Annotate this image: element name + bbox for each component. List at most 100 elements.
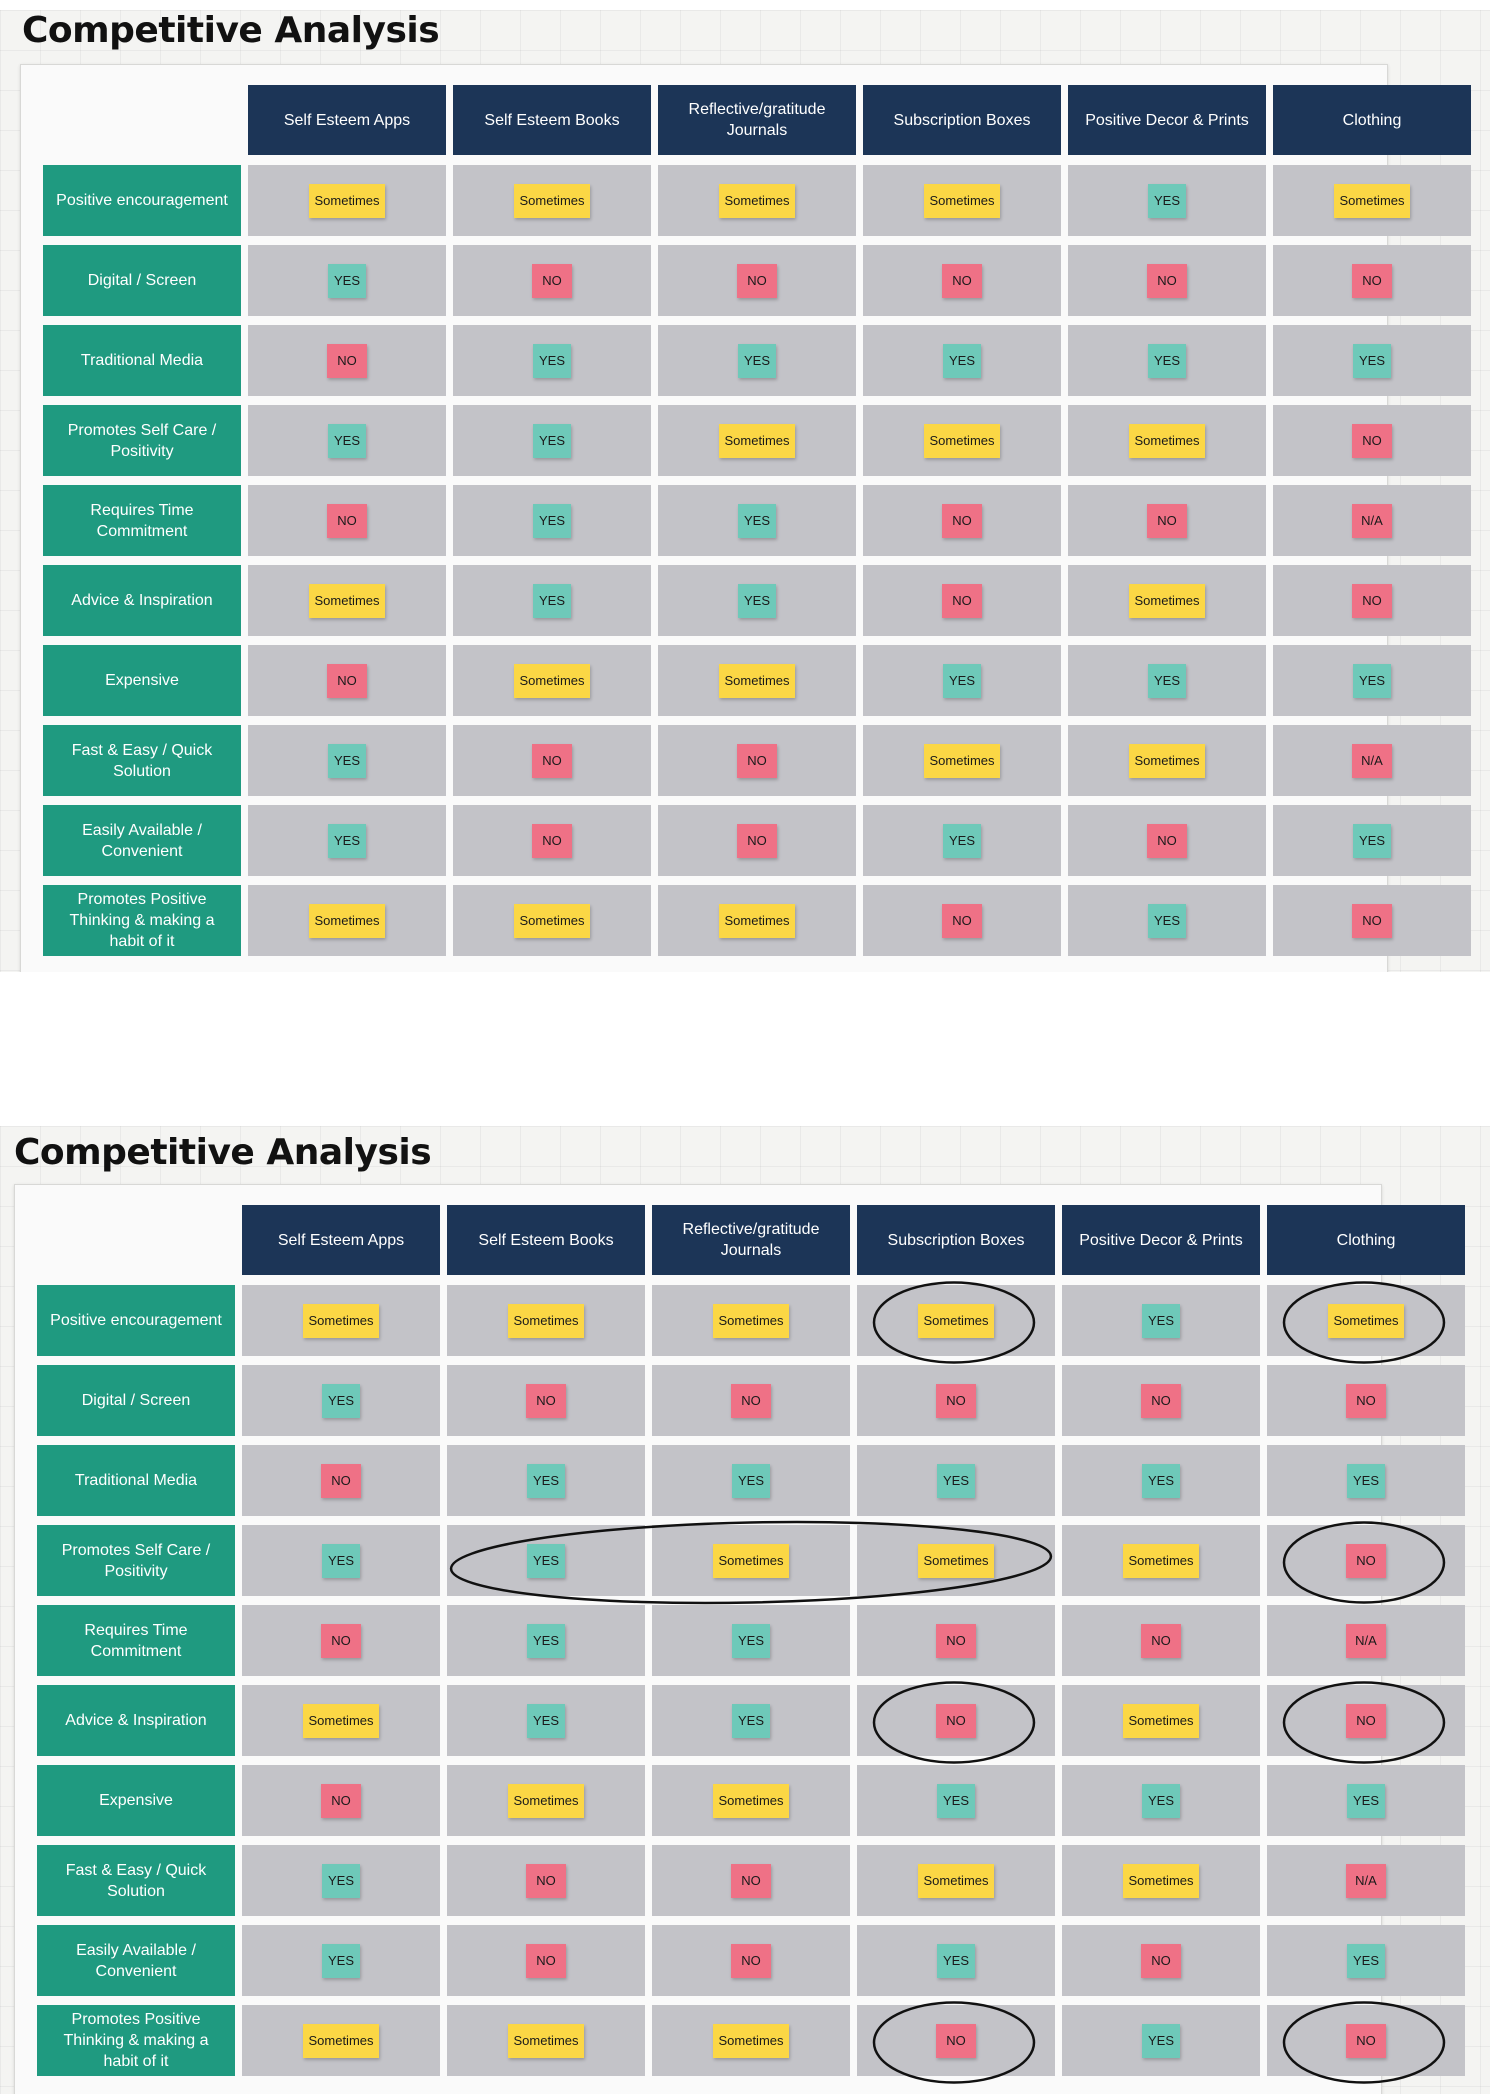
sticky-note-no[interactable]: NO — [321, 1463, 361, 1498]
sticky-note-sometimes[interactable]: Sometimes — [719, 183, 795, 218]
sticky-note-yes[interactable]: YES — [533, 503, 571, 538]
sticky-note-no[interactable]: NO — [936, 1623, 976, 1658]
sticky-note-yes[interactable]: YES — [322, 1383, 360, 1418]
sticky-note-sometimes[interactable]: Sometimes — [1129, 743, 1205, 778]
sticky-note-no[interactable]: NO — [936, 1703, 976, 1738]
sticky-note-sometimes[interactable]: Sometimes — [508, 1783, 584, 1818]
sticky-note-no[interactable]: NO — [526, 1943, 566, 1978]
sticky-note-yes[interactable]: YES — [527, 1623, 565, 1658]
sticky-note-na[interactable]: N/A — [1352, 743, 1392, 778]
sticky-note-yes[interactable]: YES — [527, 1703, 565, 1738]
sticky-note-sometimes[interactable]: Sometimes — [924, 183, 1000, 218]
sticky-note-no[interactable]: NO — [936, 1383, 976, 1418]
sticky-note-no[interactable]: NO — [942, 583, 982, 618]
sticky-note-no[interactable]: NO — [942, 503, 982, 538]
sticky-note-yes[interactable]: YES — [1142, 1463, 1180, 1498]
sticky-note-no[interactable]: NO — [737, 823, 777, 858]
sticky-note-yes[interactable]: YES — [1148, 183, 1186, 218]
sticky-note-no[interactable]: NO — [327, 503, 367, 538]
sticky-note-no[interactable]: NO — [737, 743, 777, 778]
sticky-note-sometimes[interactable]: Sometimes — [924, 423, 1000, 458]
sticky-note-yes[interactable]: YES — [533, 583, 571, 618]
sticky-note-no[interactable]: NO — [1147, 263, 1187, 298]
sticky-note-no[interactable]: NO — [321, 1783, 361, 1818]
sticky-note-yes[interactable]: YES — [1148, 663, 1186, 698]
sticky-note-no[interactable]: NO — [731, 1863, 771, 1898]
sticky-note-na[interactable]: N/A — [1346, 1623, 1386, 1658]
sticky-note-no[interactable]: NO — [321, 1623, 361, 1658]
sticky-note-yes[interactable]: YES — [732, 1703, 770, 1738]
sticky-note-sometimes[interactable]: Sometimes — [924, 743, 1000, 778]
sticky-note-yes[interactable]: YES — [328, 823, 366, 858]
sticky-note-yes[interactable]: YES — [527, 1463, 565, 1498]
sticky-note-yes[interactable]: YES — [937, 1943, 975, 1978]
sticky-note-na[interactable]: N/A — [1346, 1863, 1386, 1898]
sticky-note-sometimes[interactable]: Sometimes — [309, 903, 385, 938]
sticky-note-no[interactable]: NO — [1147, 823, 1187, 858]
sticky-note-sometimes[interactable]: Sometimes — [719, 423, 795, 458]
sticky-note-no[interactable]: NO — [526, 1863, 566, 1898]
sticky-note-no[interactable]: NO — [1352, 583, 1392, 618]
sticky-note-no[interactable]: NO — [1346, 1383, 1386, 1418]
sticky-note-sometimes[interactable]: Sometimes — [713, 1303, 789, 1338]
sticky-note-yes[interactable]: YES — [527, 1543, 565, 1578]
sticky-note-sometimes[interactable]: Sometimes — [713, 1543, 789, 1578]
sticky-note-yes[interactable]: YES — [732, 1623, 770, 1658]
sticky-note-sometimes[interactable]: Sometimes — [719, 663, 795, 698]
sticky-note-yes[interactable]: YES — [1347, 1783, 1385, 1818]
sticky-note-yes[interactable]: YES — [1353, 343, 1391, 378]
sticky-note-yes[interactable]: YES — [738, 503, 776, 538]
sticky-note-no[interactable]: NO — [1352, 423, 1392, 458]
sticky-note-no[interactable]: NO — [1352, 903, 1392, 938]
sticky-note-yes[interactable]: YES — [1353, 823, 1391, 858]
sticky-note-yes[interactable]: YES — [943, 663, 981, 698]
sticky-note-no[interactable]: NO — [532, 263, 572, 298]
sticky-note-sometimes[interactable]: Sometimes — [713, 2023, 789, 2058]
sticky-note-sometimes[interactable]: Sometimes — [918, 1863, 994, 1898]
sticky-note-yes[interactable]: YES — [328, 263, 366, 298]
sticky-note-sometimes[interactable]: Sometimes — [1328, 1303, 1404, 1338]
sticky-note-yes[interactable]: YES — [732, 1463, 770, 1498]
sticky-note-no[interactable]: NO — [1147, 503, 1187, 538]
sticky-note-yes[interactable]: YES — [328, 743, 366, 778]
sticky-note-yes[interactable]: YES — [1347, 1943, 1385, 1978]
sticky-note-sometimes[interactable]: Sometimes — [918, 1303, 994, 1338]
sticky-note-sometimes[interactable]: Sometimes — [303, 1303, 379, 1338]
sticky-note-yes[interactable]: YES — [943, 343, 981, 378]
sticky-note-yes[interactable]: YES — [1347, 1463, 1385, 1498]
sticky-note-sometimes[interactable]: Sometimes — [309, 183, 385, 218]
sticky-note-sometimes[interactable]: Sometimes — [1123, 1543, 1199, 1578]
sticky-note-sometimes[interactable]: Sometimes — [309, 583, 385, 618]
sticky-note-na[interactable]: N/A — [1352, 503, 1392, 538]
sticky-note-no[interactable]: NO — [942, 903, 982, 938]
sticky-note-yes[interactable]: YES — [1148, 343, 1186, 378]
sticky-note-no[interactable]: NO — [936, 2023, 976, 2058]
sticky-note-no[interactable]: NO — [1141, 1623, 1181, 1658]
sticky-note-yes[interactable]: YES — [937, 1463, 975, 1498]
sticky-note-yes[interactable]: YES — [1142, 2023, 1180, 2058]
sticky-note-sometimes[interactable]: Sometimes — [1129, 423, 1205, 458]
sticky-note-no[interactable]: NO — [327, 343, 367, 378]
sticky-note-yes[interactable]: YES — [943, 823, 981, 858]
sticky-note-yes[interactable]: YES — [1148, 903, 1186, 938]
sticky-note-sometimes[interactable]: Sometimes — [713, 1783, 789, 1818]
sticky-note-yes[interactable]: YES — [533, 343, 571, 378]
sticky-note-no[interactable]: NO — [526, 1383, 566, 1418]
sticky-note-yes[interactable]: YES — [1353, 663, 1391, 698]
sticky-note-yes[interactable]: YES — [322, 1543, 360, 1578]
sticky-note-yes[interactable]: YES — [1142, 1783, 1180, 1818]
sticky-note-sometimes[interactable]: Sometimes — [719, 903, 795, 938]
sticky-note-sometimes[interactable]: Sometimes — [508, 2023, 584, 2058]
sticky-note-sometimes[interactable]: Sometimes — [303, 2023, 379, 2058]
sticky-note-sometimes[interactable]: Sometimes — [514, 663, 590, 698]
sticky-note-sometimes[interactable]: Sometimes — [508, 1303, 584, 1338]
sticky-note-no[interactable]: NO — [942, 263, 982, 298]
sticky-note-sometimes[interactable]: Sometimes — [1334, 183, 1410, 218]
sticky-note-yes[interactable]: YES — [322, 1863, 360, 1898]
sticky-note-no[interactable]: NO — [327, 663, 367, 698]
sticky-note-sometimes[interactable]: Sometimes — [1123, 1703, 1199, 1738]
sticky-note-no[interactable]: NO — [532, 823, 572, 858]
sticky-note-sometimes[interactable]: Sometimes — [1123, 1863, 1199, 1898]
sticky-note-yes[interactable]: YES — [322, 1943, 360, 1978]
sticky-note-sometimes[interactable]: Sometimes — [514, 183, 590, 218]
